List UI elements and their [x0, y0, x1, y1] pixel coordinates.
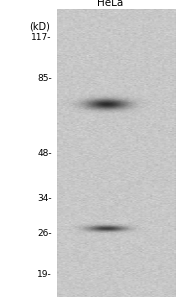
- Text: 19-: 19-: [37, 270, 52, 279]
- Text: 85-: 85-: [37, 74, 52, 83]
- Text: HeLa: HeLa: [97, 0, 124, 8]
- Bar: [57, 9, 175, 297]
- Text: (kD): (kD): [29, 22, 50, 32]
- Text: 34-: 34-: [37, 194, 52, 203]
- Text: 48-: 48-: [37, 149, 52, 158]
- Text: 117-: 117-: [31, 32, 52, 41]
- Text: 26-: 26-: [37, 229, 52, 238]
